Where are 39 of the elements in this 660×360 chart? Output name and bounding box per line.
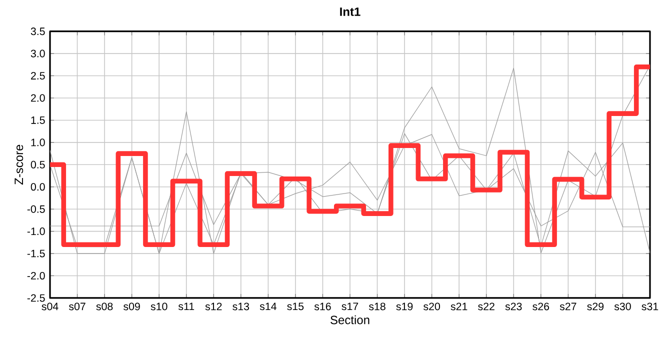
x-tick-label: s04 [42, 302, 58, 310]
x-tick-label: s15 [287, 302, 304, 310]
y-tick-label: 3.0 [30, 50, 45, 58]
x-tick-label: s18 [368, 302, 386, 310]
x-tick-label: s21 [450, 302, 468, 310]
x-tick-label: s27 [560, 302, 576, 310]
x-tick-label: s14 [260, 302, 276, 310]
x-tick-label: s11 [178, 302, 194, 310]
x-tick-label: s07 [68, 302, 86, 310]
x-axis-title: Section [330, 315, 370, 324]
y-tick-label: -1.0 [27, 228, 45, 236]
x-tick-label: s12 [205, 302, 222, 310]
y-axis-title: Z-score [14, 144, 24, 185]
y-tick-label: -1.5 [27, 250, 45, 258]
x-tick-label: s08 [96, 302, 113, 310]
x-tick-label: s26 [532, 302, 550, 310]
y-tick-label: 2.0 [31, 94, 45, 102]
x-tick-label: s19 [396, 302, 413, 310]
y-tick-label: -2.0 [27, 272, 45, 280]
x-tick-label: s09 [124, 302, 140, 310]
y-tick-label: 0.5 [30, 160, 45, 168]
y-tick-label: -2.5 [27, 294, 45, 302]
x-tick-label: s17 [342, 302, 358, 310]
x-tick-label: s16 [314, 302, 331, 310]
y-tick-label: -0.5 [27, 205, 45, 213]
y-tick-label: 1.5 [31, 116, 45, 124]
x-tick-label: s30 [614, 302, 631, 310]
x-tick-label: s23 [505, 302, 522, 310]
x-tick-label: s20 [424, 302, 440, 310]
x-tick-label: s31 [642, 302, 658, 310]
x-tick-label: s13 [232, 302, 250, 310]
chart-title: Int1 [340, 8, 360, 16]
y-tick-label: 0.0 [30, 183, 45, 191]
y-tick-label: 2.5 [31, 72, 45, 80]
y-tick-label: 1.0 [31, 138, 45, 146]
x-tick-label: s29 [587, 302, 604, 310]
x-tick-label: s22 [478, 302, 494, 310]
x-tick-label: s10 [150, 302, 168, 310]
y-tick-label: 3.5 [30, 28, 45, 36]
